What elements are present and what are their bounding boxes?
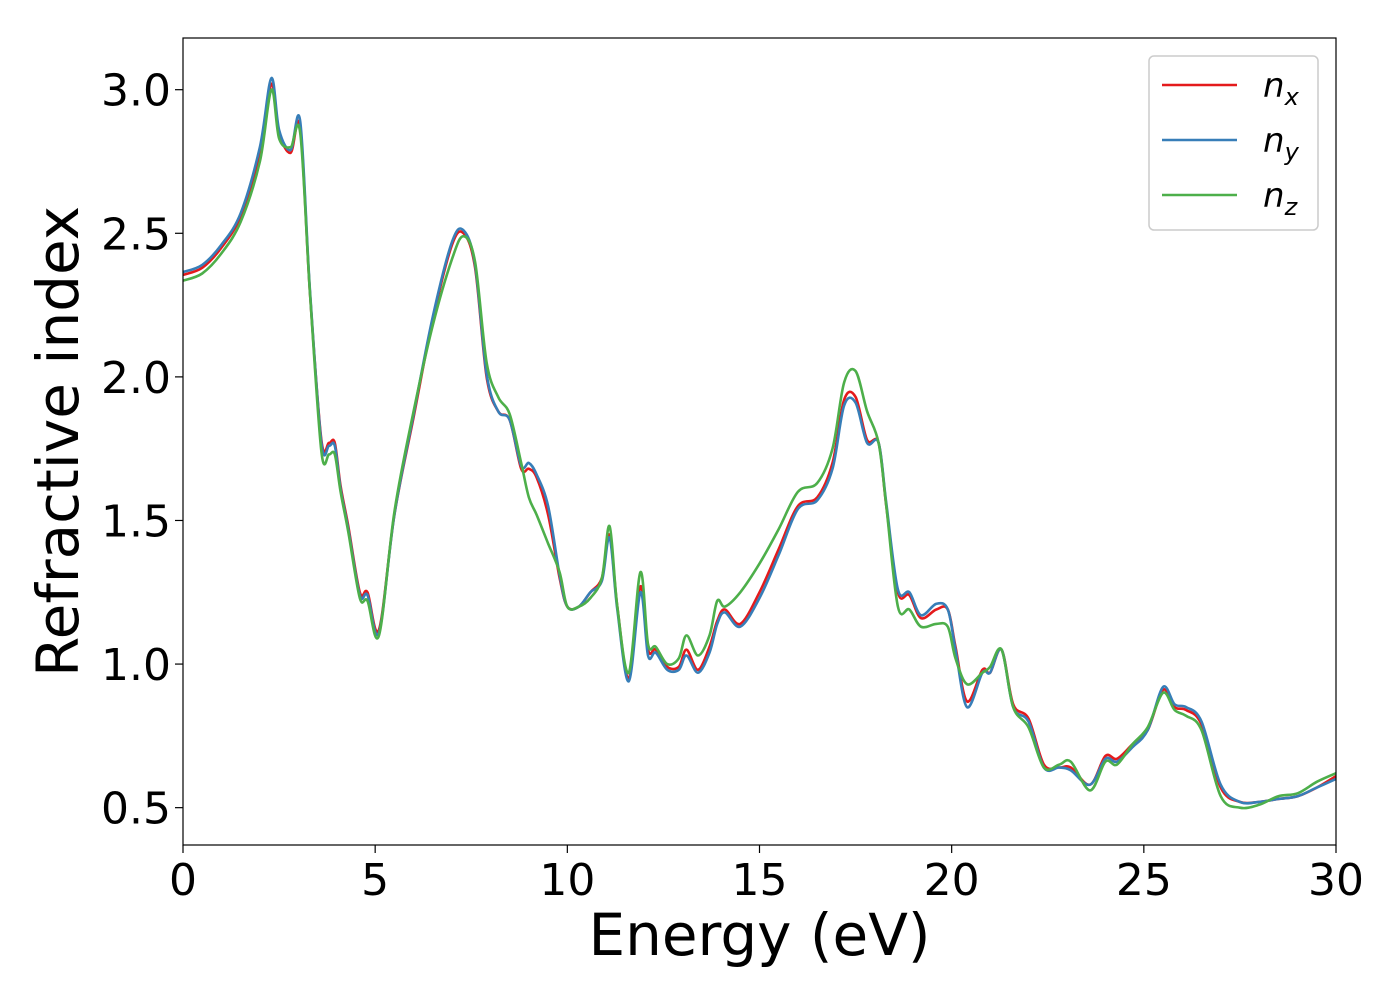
legend-label-n-z: nz: [1263, 176, 1299, 221]
x-tick-label: 10: [539, 855, 595, 906]
legend: nx ny nz: [1148, 55, 1319, 231]
x-tick-label: 30: [1308, 855, 1364, 906]
x-tick-label: 5: [361, 855, 389, 906]
y-tick-label: 1.5: [101, 496, 171, 547]
x-axis-ticks: 0 5 10 15 20 25 30: [169, 845, 1364, 906]
legend-label-n-x: nx: [1263, 66, 1300, 111]
x-axis-label: Energy (eV): [588, 901, 930, 969]
y-tick-label: 2.5: [101, 209, 171, 260]
legend-label-n-y: ny: [1263, 121, 1300, 166]
x-tick-label: 25: [1116, 855, 1172, 906]
x-tick-label: 20: [924, 855, 980, 906]
y-axis-label: Refractive index: [24, 206, 92, 677]
series-line-n-z: [182, 88, 1337, 810]
y-tick-label: 0.5: [101, 784, 171, 835]
y-tick-label: 3.0: [101, 66, 171, 117]
x-tick-label: 0: [169, 855, 197, 906]
y-tick-label: 2.0: [101, 353, 171, 404]
series-layer: [182, 76, 1337, 810]
y-tick-label: 1.0: [101, 640, 171, 691]
legend-box: [1148, 55, 1319, 231]
y-axis-ticks: 0.5 1.0 1.5 2.0 2.5 3.0: [101, 66, 183, 835]
x-tick-label: 15: [732, 855, 788, 906]
